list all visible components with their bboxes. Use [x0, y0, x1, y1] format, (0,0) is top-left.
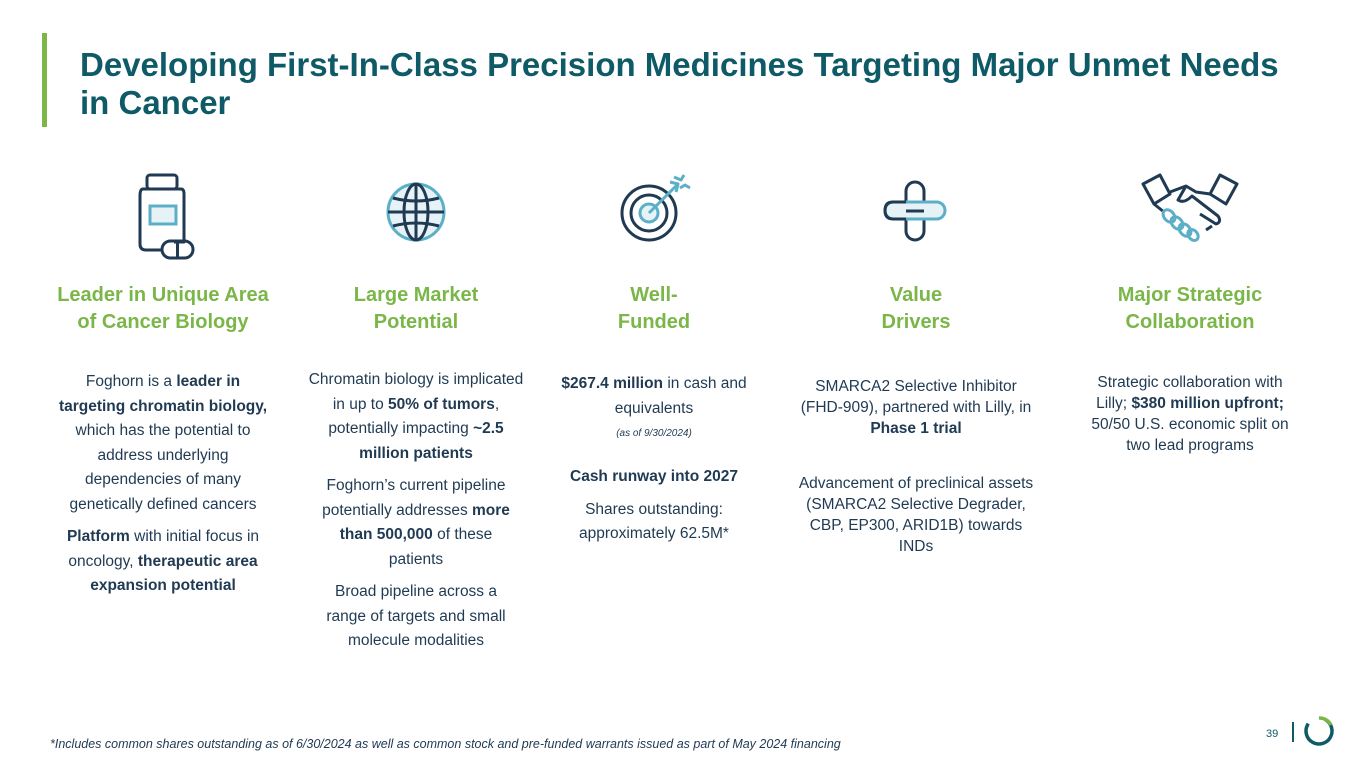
footnote: *Includes common shares outstanding as o…: [50, 737, 841, 751]
column-strategic-collaboration: Major Strategic Collaboration Strategic c…: [1080, 170, 1300, 456]
column-paragraph: Broad pipeline across a range of targets…: [326, 583, 506, 649]
page-number: 39: [1266, 728, 1279, 740]
column-paragraph: SMARCA2 Selective Inhibitor (FHD-909), p…: [800, 378, 1032, 437]
title-accent-bar: [42, 33, 47, 127]
column-paragraph: Advancement of preclinical assets (SMARC…: [798, 475, 1034, 555]
column-heading: Value Drivers: [881, 284, 951, 333]
page-title: Developing First-In-Class Precision Medi…: [80, 46, 1279, 121]
column-paragraph: Platform with initial focus in oncology,…: [66, 528, 260, 594]
column-value-drivers: Value Drivers SMARCA2 Selective Inhibitor…: [798, 170, 1034, 557]
column-paragraph: Foghorn is a leader in targeting chromat…: [58, 373, 268, 513]
column-paragraph: Cash runway into 2027: [570, 468, 738, 485]
column-paragraph: Shares outstanding: approximately 62.5M*: [579, 500, 729, 543]
column-market-potential: Large Market Potential Chromatin biology …: [308, 170, 524, 654]
column-paragraph: Foghorn’s current pipeline potentially a…: [322, 477, 510, 568]
column-paragraph: Strategic collaboration with Lilly; $380…: [1091, 374, 1289, 454]
foghorn-logo-icon: [1304, 716, 1334, 746]
column-heading: Large Market Potential: [353, 284, 479, 333]
column-heading: Major Strategic Collaboration: [1117, 284, 1263, 333]
column-paragraph: Chromatin biology is implicated in up to…: [308, 371, 524, 462]
column-well-funded: Well- Funded $267.4 million in cash and e…: [548, 170, 760, 547]
handshake-icon: [1141, 173, 1239, 242]
pill-bottle-icon: [138, 173, 195, 260]
target-icon: [620, 174, 691, 242]
as-of-note: (as of 9/30/2024): [616, 428, 692, 439]
column-cancer-biology: Leader in Unique Area of Cancer Biology F…: [40, 170, 286, 599]
footer-separator: [1292, 722, 1294, 742]
globe-icon: [386, 182, 446, 242]
medical-cross-icon: [883, 180, 947, 242]
column-paragraph: $267.4 million in cash and equivalents: [561, 375, 747, 417]
column-heading: Leader in Unique Area of Cancer Biology: [57, 284, 269, 333]
column-heading: Well- Funded: [617, 284, 691, 333]
